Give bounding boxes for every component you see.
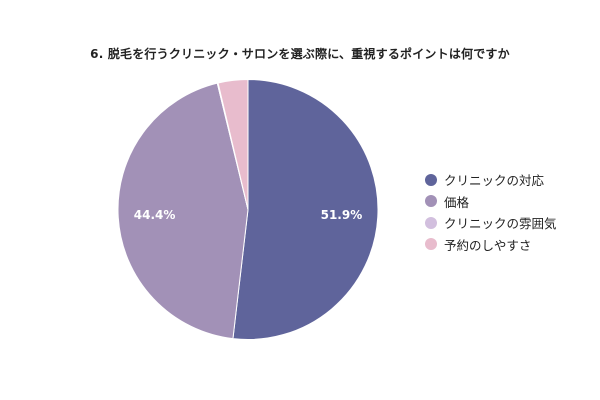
legend-item: クリニックの対応 [425, 169, 557, 191]
legend-item: クリニックの雰囲気 [425, 212, 557, 234]
pie-data-label: 51.9% [321, 208, 363, 222]
pie-data-labels: 51.9% 44.4% [134, 208, 363, 222]
pie-data-label: 44.4% [134, 208, 176, 222]
legend-swatch [425, 238, 437, 251]
chart-title: 6. 脱毛を行うクリニック・サロンを選ぶ際に、重視するポイントは何ですか [90, 47, 510, 61]
pie-slice [217, 78, 249, 210]
legend-label: クリニックの対応 [444, 173, 545, 189]
legend-swatch [425, 195, 437, 208]
legend-item: 予約のしやすさ [425, 234, 557, 256]
legend-label: クリニックの雰囲気 [444, 216, 557, 232]
legend-label: 価格 [444, 194, 470, 210]
legend-label: 予約のしやすさ [444, 237, 532, 253]
pie-slice [117, 82, 249, 340]
legend-item: 価格 [425, 191, 557, 213]
pie-slices [117, 78, 379, 340]
chart-legend: クリニックの対応 価格クリニックの雰囲気 予約のしやすさ [425, 169, 557, 255]
pie-slice [232, 78, 379, 340]
legend-swatch [425, 173, 437, 186]
legend-swatch [425, 216, 437, 229]
